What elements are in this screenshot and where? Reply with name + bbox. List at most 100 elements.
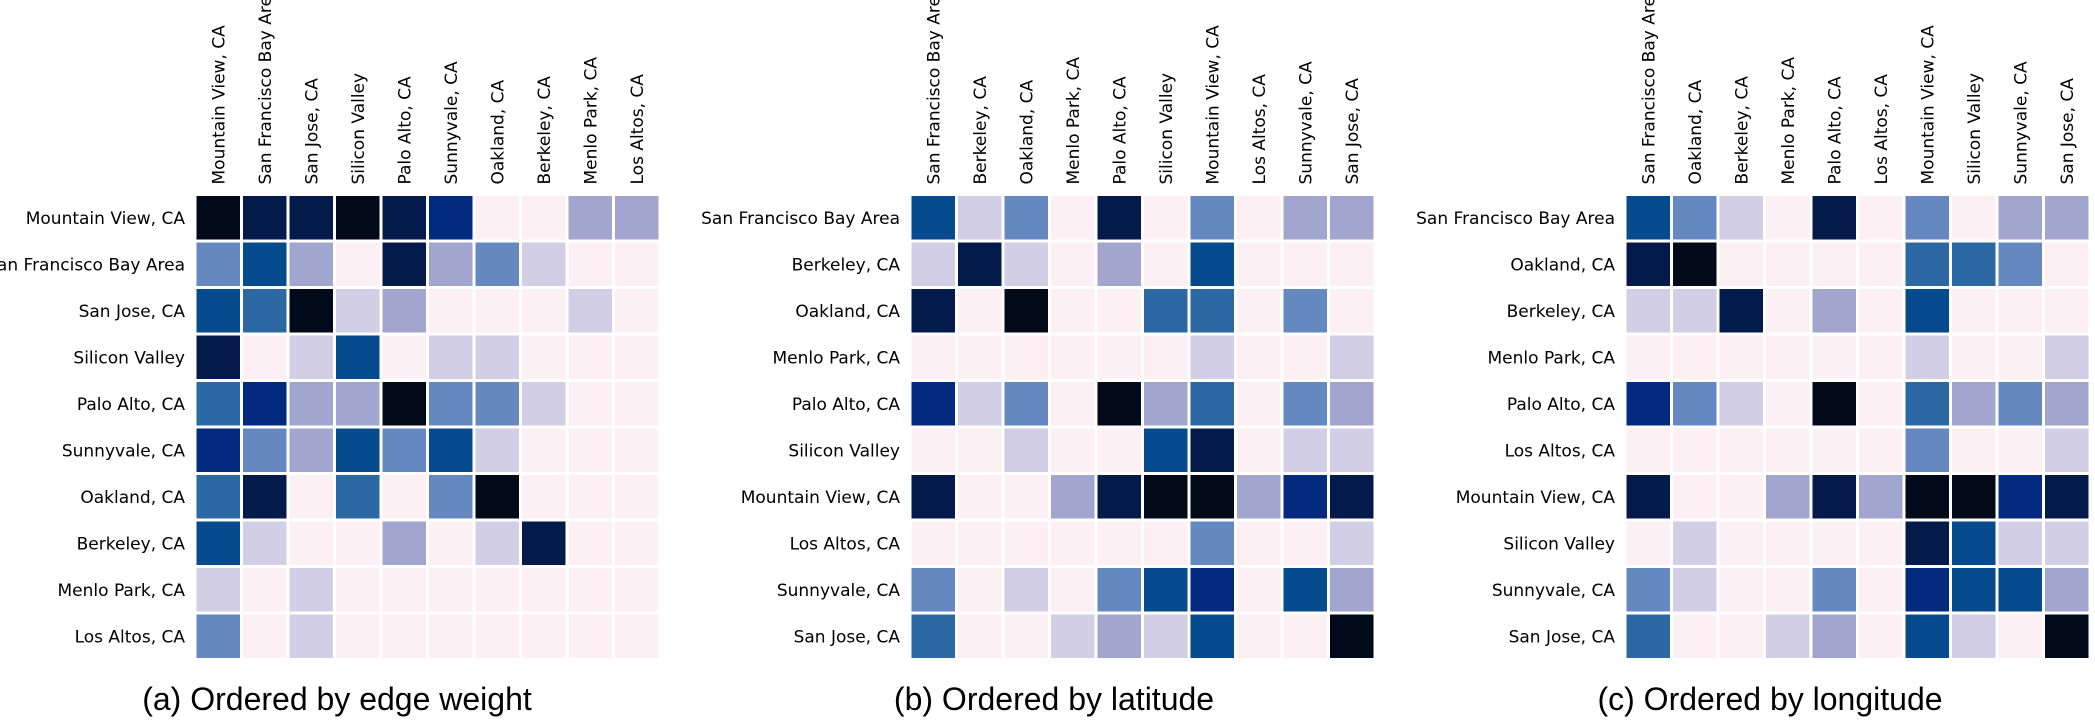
heatmap-cell [1280, 379, 1330, 429]
heatmap-cell [1280, 565, 1330, 615]
heatmap-cell [1623, 332, 1673, 382]
heatmap-panel-1: Mountain View, CA San Francisco Bay Area S… [0, 0, 662, 717]
heatmap-cell [955, 379, 1005, 429]
heatmap-cell [1234, 472, 1284, 522]
heatmap-cell [1995, 565, 2045, 615]
heatmap-cell [955, 332, 1005, 382]
heatmap-cell [240, 332, 290, 382]
row-tick-label: Menlo Park, CA [58, 581, 186, 601]
heatmap-cell [565, 286, 615, 336]
row-tick-label: Berkeley, CA [1507, 302, 1616, 322]
heatmap-cell [426, 518, 476, 568]
heatmap-cell [2042, 518, 2092, 568]
heatmap-cell [379, 286, 429, 336]
heatmap-cell [1048, 379, 1098, 429]
heatmap-cell [1141, 565, 1191, 615]
heatmap-cell [286, 286, 336, 336]
column-tick-label: Palo Alto, CA [1825, 76, 1845, 185]
heatmap-cell [1141, 332, 1191, 382]
heatmap-cell [519, 611, 569, 661]
column-tick-label: Sunnyvale, CA [2011, 61, 2031, 185]
heatmap-cell [426, 472, 476, 522]
panel-caption: (a) Ordered by edge weight [142, 681, 532, 717]
heatmap-cell [193, 193, 243, 243]
heatmap-cell [1187, 286, 1237, 336]
heatmap-cell [955, 193, 1005, 243]
row-tick-label: Mountain View, CA [26, 209, 186, 229]
heatmap-cell [1623, 611, 1673, 661]
heatmap-cell [472, 472, 522, 522]
heatmap-cell [2042, 611, 2092, 661]
heatmap-cell [333, 239, 383, 289]
heatmap-cell [908, 472, 958, 522]
heatmap-cell [1623, 518, 1673, 568]
column-tick-label: Mountain View, CA [1203, 25, 1223, 185]
heatmap-cell [1716, 611, 1766, 661]
heatmap-cell [1902, 286, 1952, 336]
heatmap-cell [1001, 565, 1051, 615]
heatmap-cell [1716, 518, 1766, 568]
column-tick-label: San Francisco Bay Area [924, 0, 944, 185]
heatmap-cell [1856, 286, 1906, 336]
column-tick-label: Los Altos, CA [628, 74, 648, 185]
heatmap-cell [908, 193, 958, 243]
heatmap-cell [240, 193, 290, 243]
heatmap-cell [193, 565, 243, 615]
heatmap-cell [1995, 193, 2045, 243]
heatmap-cell [193, 379, 243, 429]
heatmap-cell [1809, 332, 1859, 382]
row-tick-label: Silicon Valley [73, 348, 185, 368]
heatmap-cell [612, 193, 662, 243]
heatmap-cell [333, 193, 383, 243]
heatmap-cell [612, 472, 662, 522]
heatmap-cell [565, 425, 615, 475]
heatmap-cell [1001, 611, 1051, 661]
row-tick-label: Berkeley, CA [792, 255, 901, 275]
heatmap-cell [1048, 286, 1098, 336]
column-tick-label: Oakland, CA [1017, 79, 1037, 184]
heatmap-cell [908, 332, 958, 382]
heatmap-cell [1809, 611, 1859, 661]
row-tick-label: San Francisco Bay Area [0, 255, 185, 275]
column-tick-label: Berkeley, CA [1732, 76, 1752, 185]
heatmap-cell [1995, 379, 2045, 429]
heatmap-cell [472, 565, 522, 615]
heatmap-cell [240, 425, 290, 475]
heatmap-cell [240, 286, 290, 336]
heatmap-cell [1327, 239, 1377, 289]
heatmap-cell [1234, 286, 1284, 336]
heatmap-cell [1623, 239, 1673, 289]
heatmap-cell [2042, 286, 2092, 336]
heatmap-cell [1280, 518, 1330, 568]
heatmap-cell [1094, 518, 1144, 568]
column-tick-label: Menlo Park, CA [581, 57, 601, 185]
heatmap-cell [472, 611, 522, 661]
heatmap-cell [1856, 565, 1906, 615]
heatmap-cell [1280, 611, 1330, 661]
heatmap-cell [519, 193, 569, 243]
heatmap-cell [1187, 193, 1237, 243]
heatmap-cell [1001, 286, 1051, 336]
heatmap-cell [1327, 518, 1377, 568]
heatmap-cell [1902, 332, 1952, 382]
heatmap-cell [1234, 193, 1284, 243]
heatmap-cell [1949, 379, 1999, 429]
heatmap-cell [426, 332, 476, 382]
heatmap-cell [1809, 472, 1859, 522]
heatmap-cell [286, 332, 336, 382]
heatmap-cell [1094, 425, 1144, 475]
column-tick-label: San Jose, CA [2058, 78, 2078, 185]
heatmap-cell [1763, 332, 1813, 382]
heatmap-cell [1670, 472, 1720, 522]
heatmap-cell [1809, 379, 1859, 429]
heatmap-cell [1949, 286, 1999, 336]
column-tick-label: Sunnyvale, CA [442, 61, 462, 185]
heatmap-cell [1280, 472, 1330, 522]
heatmap-cell [1234, 565, 1284, 615]
heatmap-cell [426, 611, 476, 661]
heatmap-cell [1048, 239, 1098, 289]
heatmap-cell [1187, 425, 1237, 475]
heatmap-cell [1094, 193, 1144, 243]
heatmap-cell [1623, 193, 1673, 243]
row-tick-label: San Francisco Bay Area [701, 209, 900, 229]
